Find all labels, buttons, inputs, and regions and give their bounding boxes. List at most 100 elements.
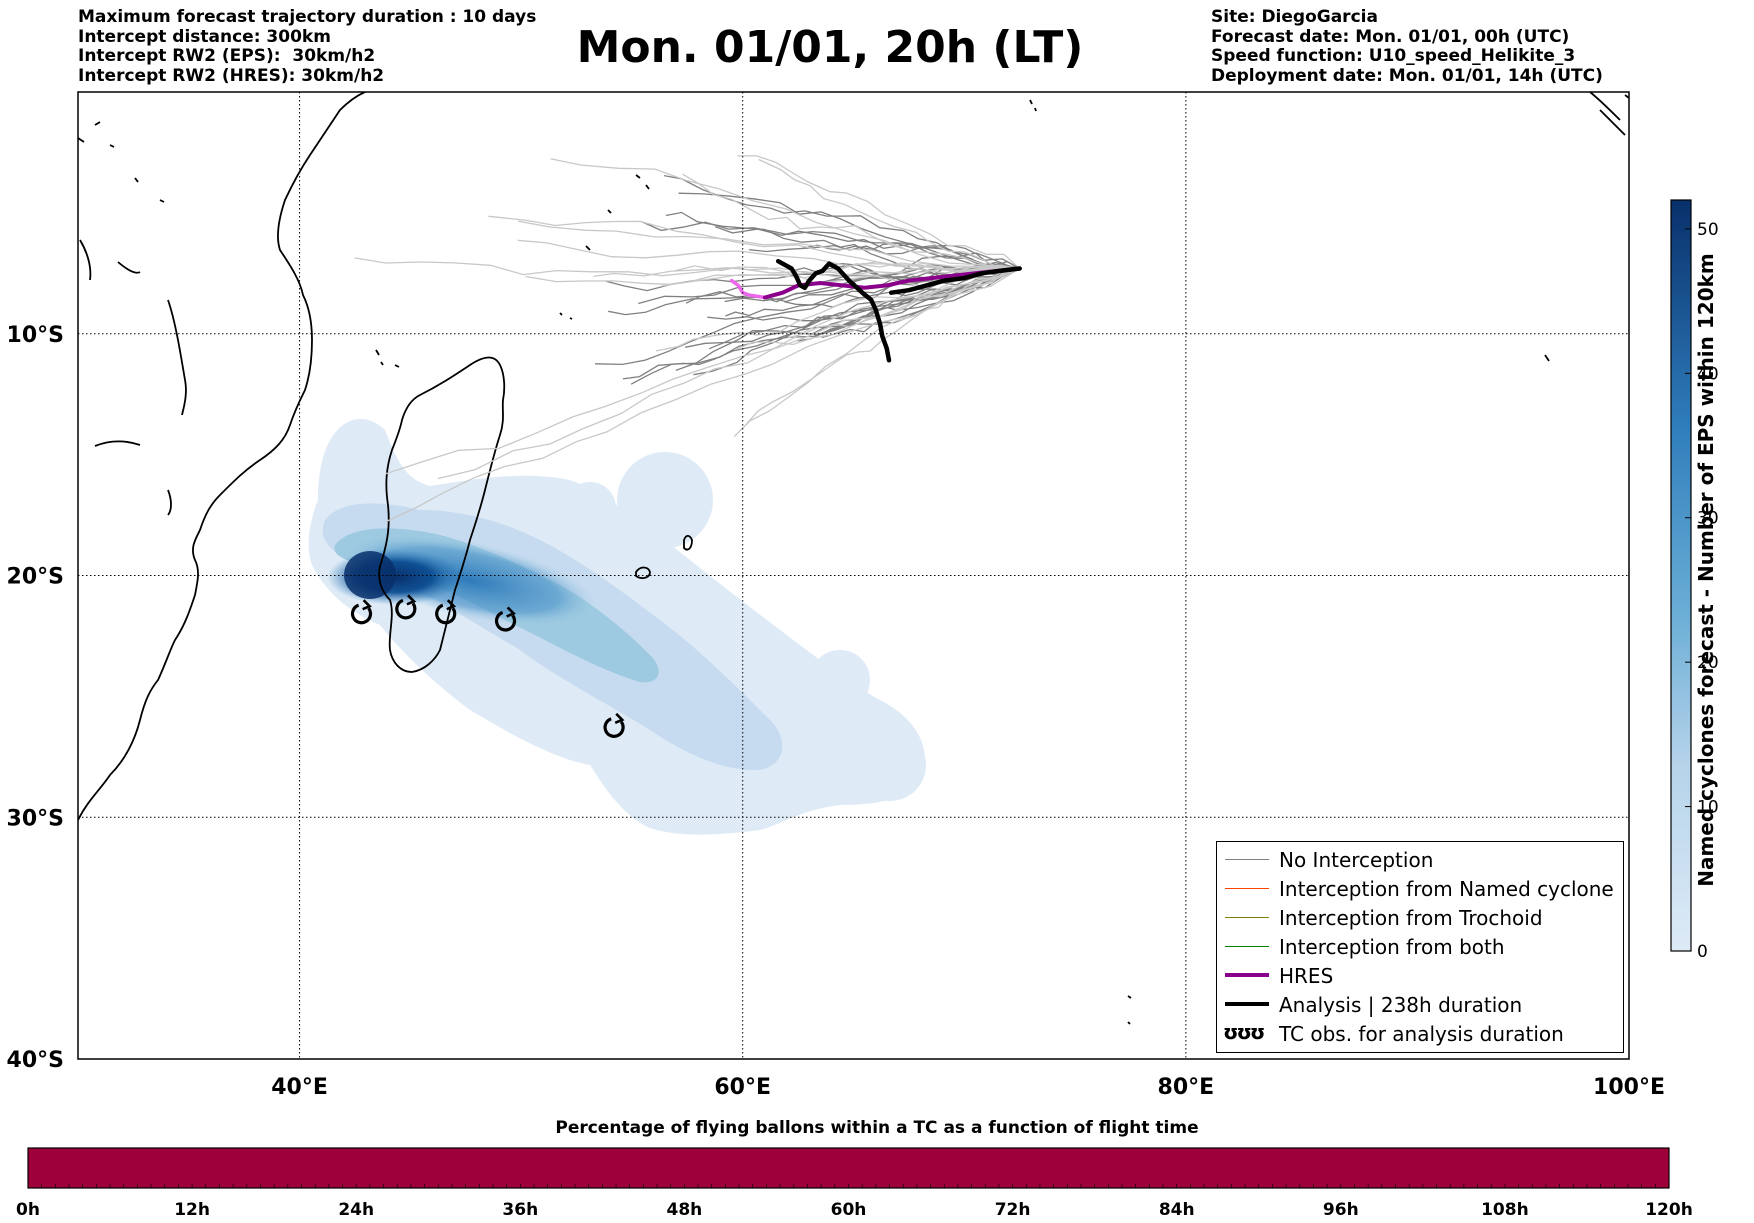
flight-time-tick-label: 72h — [995, 1200, 1031, 1220]
ensemble-trajectory — [488, 215, 1020, 273]
header-right-line: Forecast date: Mon. 01/01, 00h (UTC) — [1211, 26, 1570, 47]
flight-time-tick-label: 120h — [1645, 1200, 1693, 1220]
coastline-amsterdam — [1127, 995, 1132, 1025]
flight-time-bar-title: Percentage of flying ballons within a TC… — [555, 1118, 1199, 1138]
flight-time-segment — [28, 1148, 193, 1188]
legend-label: HRES — [1279, 964, 1334, 988]
flight-time-tick-label: 108h — [1481, 1200, 1529, 1220]
graticule — [78, 92, 1629, 1059]
ensemble-trajectory — [784, 267, 1020, 306]
lon-tick-label: 100°E — [1593, 1075, 1665, 1100]
coastline-madagascar — [378, 356, 506, 673]
ensemble-trajectory — [737, 155, 1021, 269]
colorbar-tick-label: 20 — [1697, 653, 1719, 673]
legend-label: Interception from both — [1279, 935, 1505, 959]
ensemble-trajectory — [550, 158, 1020, 270]
trajectory-map: 40°E 60°E 80°E 100°E 10°S 20°S 30°S 40°S 0 10 20… — [7, 91, 1719, 1100]
map-frame — [77, 91, 1630, 1060]
header-right-line: Deployment date: Mon. 01/01, 14h (UTC) — [1211, 65, 1603, 86]
flight-time-tick-label: 24h — [338, 1200, 374, 1220]
longitude-labels: 40°E 60°E 80°E 100°E — [271, 1075, 1665, 1100]
flight-time-tick-label: 60h — [831, 1200, 867, 1220]
cyclone-density-field — [308, 418, 926, 835]
legend-item-hres: HRES — [1217, 962, 1617, 990]
ensemble-trajectory — [518, 220, 1020, 270]
flight-time-tick-label: 84h — [1159, 1200, 1195, 1220]
lat-tick-label: 30°S — [7, 806, 64, 831]
legend-label: Interception from Trochoid — [1279, 906, 1543, 930]
colorbar-tick-label: 50 — [1697, 220, 1719, 240]
latitude-labels: 10°S 20°S 30°S 40°S — [7, 323, 64, 1073]
lat-tick-label: 40°S — [7, 1048, 64, 1073]
lon-tick-label: 80°E — [1158, 1075, 1215, 1100]
flight-time-segment — [1504, 1148, 1670, 1188]
coastline-mozambique — [94, 440, 172, 516]
coastline-comoros — [375, 349, 400, 368]
flight-time-segment — [520, 1148, 685, 1188]
header-right-line: Speed function: U10_speed_Helikite_3 — [1211, 46, 1576, 66]
ensemble-trajectory — [517, 239, 1020, 274]
lon-tick-label: 40°E — [271, 1075, 328, 1100]
flight-time-tick-label: 36h — [502, 1200, 538, 1220]
ensemble-trajectory — [682, 173, 1020, 270]
coastline-gulf — [79, 239, 187, 416]
legend-item-tc-obs: ʊʊʊ TC obs. for analysis duration — [1217, 1020, 1617, 1048]
coastline-chagos — [1544, 94, 1629, 362]
flight-time-segment — [1012, 1148, 1178, 1188]
flight-time-segment — [1176, 1148, 1342, 1188]
coastline-africa — [78, 92, 366, 821]
legend-swatch — [1225, 946, 1269, 947]
header-left-line: Intercept distance: 300km — [78, 26, 331, 47]
tc-obs-marker — [603, 712, 625, 738]
header-left-line: Intercept RW2 (EPS): 30km/h2 — [78, 46, 376, 66]
map-legend: No Interception Interception from Named … — [1216, 841, 1624, 1053]
colorbar-tick-label: 0 — [1697, 942, 1708, 962]
ensemble-trajectory — [758, 158, 1020, 270]
density-blob — [854, 729, 926, 801]
page-title: Mon. 01/01, 20h (LT) — [576, 22, 1084, 73]
ensemble-trajectory — [733, 267, 1020, 438]
density-blob — [617, 452, 713, 548]
header-left: Maximum forecast trajectory duration : 1… — [78, 7, 536, 86]
density-colorbar: 0 10 20 30 40 50 — [1670, 199, 1719, 962]
ensemble-trajectory — [385, 267, 1021, 523]
legend-label: Interception from Named cyclone — [1279, 877, 1614, 901]
flight-time-tick-label: 96h — [1323, 1200, 1359, 1220]
coastline-maldives — [1029, 99, 1037, 112]
coastlines — [78, 92, 1629, 1025]
coastline-mauritius — [683, 534, 693, 551]
legend-item-trochoid: Interception from Trochoid — [1217, 904, 1617, 932]
flight-time-bar: 0h 12h 24h 36h 48h 60h 72h 84h 96h 108h 120h — [16, 1147, 1693, 1220]
header-right: Site: DiegoGarcia Forecast date: Mon. 01… — [1211, 7, 1603, 86]
analysis-track — [775, 258, 1022, 363]
tc-obs-marker — [435, 599, 457, 625]
legend-swatch — [1225, 888, 1269, 889]
flight-time-segment — [192, 1148, 357, 1188]
ensemble-trajectory — [641, 221, 1020, 270]
legend-swatch — [1225, 859, 1269, 860]
legend-item-no-interception: No Interception — [1217, 846, 1617, 874]
legend-item-both: Interception from both — [1217, 933, 1617, 961]
flight-time-segment — [848, 1148, 1014, 1188]
ensemble-trajectory — [437, 267, 1020, 480]
coastline-seychelles — [559, 174, 650, 320]
legend-swatch — [1225, 1002, 1269, 1006]
ensemble-trajectory — [707, 266, 1020, 322]
legend-item-named-cyclone: Interception from Named cyclone — [1217, 875, 1617, 903]
lat-tick-label: 10°S — [7, 323, 64, 348]
colorbar-tick-label: 30 — [1697, 509, 1719, 529]
coastline-sumatra — [1589, 92, 1621, 121]
header-left-line: Intercept RW2 (HRES): 30km/h2 — [78, 65, 385, 86]
ensemble-trajectory — [746, 267, 1020, 425]
tc-obs-marker — [494, 606, 517, 632]
flight-time-segment — [684, 1148, 849, 1188]
lon-tick-label: 60°E — [714, 1075, 771, 1100]
flight-time-tick-label: 12h — [174, 1200, 210, 1220]
legend-label: No Interception — [1279, 848, 1434, 872]
legend-item-analysis: Analysis | 238h duration — [1217, 991, 1617, 1019]
ensemble-trajectory — [354, 257, 1020, 278]
flight-time-segment — [356, 1148, 521, 1188]
coastline-reunion — [635, 566, 651, 579]
tc-symbol-icon: ʊʊʊ — [1223, 1020, 1265, 1044]
tc-observations — [350, 594, 625, 738]
